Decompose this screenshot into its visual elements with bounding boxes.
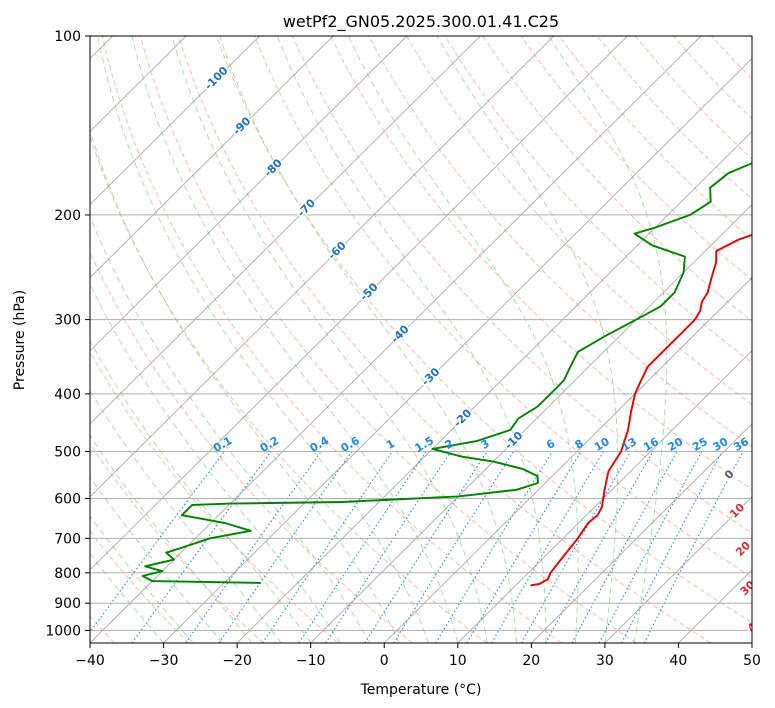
moist-adiabat: [548, 36, 668, 643]
mixing-ratio-line: [545, 451, 654, 643]
dry-adiabat: [101, 36, 562, 643]
isotherm-line: [457, 349, 752, 643]
isotherm-line: [90, 36, 408, 352]
isotherm-line: [236, 130, 752, 643]
isotherm-line: [163, 57, 752, 643]
dry-adiabat: [482, 36, 752, 322]
isotherm-line: [310, 203, 752, 643]
mixing-ratio-line: [621, 451, 723, 643]
mixing-ratio-line: [185, 451, 322, 643]
mixing-ratio-line: [598, 451, 703, 643]
mixing-ratio-line: [364, 451, 488, 643]
x-axis-label: Temperature (°C): [360, 682, 482, 698]
x-tick-label: −10: [296, 653, 326, 669]
y-tick-label: 200: [54, 208, 81, 224]
x-tick-label: 30: [596, 653, 614, 669]
moist-adiabat: [90, 476, 223, 643]
y-tick-label: 600: [54, 492, 81, 508]
dry-adiabat: [90, 351, 339, 643]
dry-adiabat: [90, 443, 264, 643]
mixing-ratio-line: [218, 451, 353, 643]
moist-adiabat: [436, 36, 619, 643]
axes: −40 −30 −20 −10 0 10 20 30 40 50 100 200 300 400 500 60…: [45, 29, 761, 669]
y-tick-label: 500: [54, 445, 81, 461]
mixing-ratio-line: [393, 451, 515, 643]
moist-adiabat: [90, 515, 194, 643]
isotherm-line: [90, 36, 481, 425]
isotherm-line: [90, 36, 555, 498]
moist-adiabat: [90, 389, 282, 643]
dry-adiabat: [253, 36, 752, 579]
mixing-ratio-line: [262, 451, 393, 643]
x-tick-label: −30: [149, 653, 179, 669]
isotherm-line: [530, 423, 752, 643]
isotherm-line: [383, 276, 752, 643]
y-tick-label: 300: [54, 313, 81, 329]
moist-adiabat: [97, 36, 429, 643]
moist-adiabat: [90, 282, 341, 643]
moist-adiabat: [90, 215, 370, 643]
y-axis-label: Pressure (hPa): [12, 290, 28, 390]
x-tick-label: 50: [743, 653, 761, 669]
y-tick-label: 900: [54, 596, 81, 612]
dry-adiabat: [90, 135, 488, 643]
dewpoint-profile: [141, 162, 752, 584]
isotherm-line: [90, 36, 334, 279]
mixing-ratio-line: [571, 451, 678, 643]
y-tick-label: 100: [54, 29, 81, 45]
y-tick-label: 700: [54, 531, 81, 547]
mixing-ratio-line: [90, 451, 225, 633]
moist-adiabat: [131, 36, 459, 643]
chart-title: wetPf2_GN05.2025.300.01.41.C25: [283, 12, 559, 32]
x-tick-label: 10: [449, 653, 467, 669]
x-tick-label: −40: [75, 653, 105, 669]
moist-adiabat: [90, 552, 164, 643]
dry-adiabat: [330, 36, 752, 491]
data-lines: [141, 162, 752, 587]
x-tick-label: 20: [522, 653, 540, 669]
mixing-ratio-line: [435, 451, 553, 643]
moist-adiabat: [90, 128, 400, 643]
x-tick-label: 40: [669, 653, 687, 669]
dry-adiabat: [368, 36, 752, 448]
y-tick-label: 1000: [45, 623, 81, 639]
mixing-ratio-line: [325, 451, 452, 643]
background-lines: [90, 36, 752, 643]
moist-adiabat: [90, 434, 253, 643]
mixing-ratio-line: [131, 451, 272, 643]
dry-adiabat: [177, 36, 712, 643]
isotherm-line: [90, 36, 702, 643]
isotherm-line: [604, 496, 752, 643]
x-tick-label: 0: [380, 653, 389, 669]
isotherm-line: [90, 36, 261, 206]
dry-adiabat: [406, 36, 752, 406]
y-tick-label: 400: [54, 387, 81, 403]
plot-frame: [89, 35, 753, 644]
moist-adiabat: [219, 36, 518, 643]
x-tick-label: −20: [222, 653, 252, 669]
mixing-ratio-line: [466, 451, 582, 643]
y-tick-label: 800: [54, 566, 81, 582]
moist-adiabat: [171, 36, 488, 643]
dry-adiabat: [139, 36, 637, 643]
moist-adiabat: [347, 36, 579, 643]
isotherm-line: [90, 36, 628, 571]
dry-adiabat: [215, 36, 752, 624]
positive-temperature-label: 40: [745, 615, 765, 635]
temperature-profile: [530, 233, 752, 587]
dry-adiabat: [90, 530, 190, 643]
mixing-ratio-line: [298, 451, 427, 643]
